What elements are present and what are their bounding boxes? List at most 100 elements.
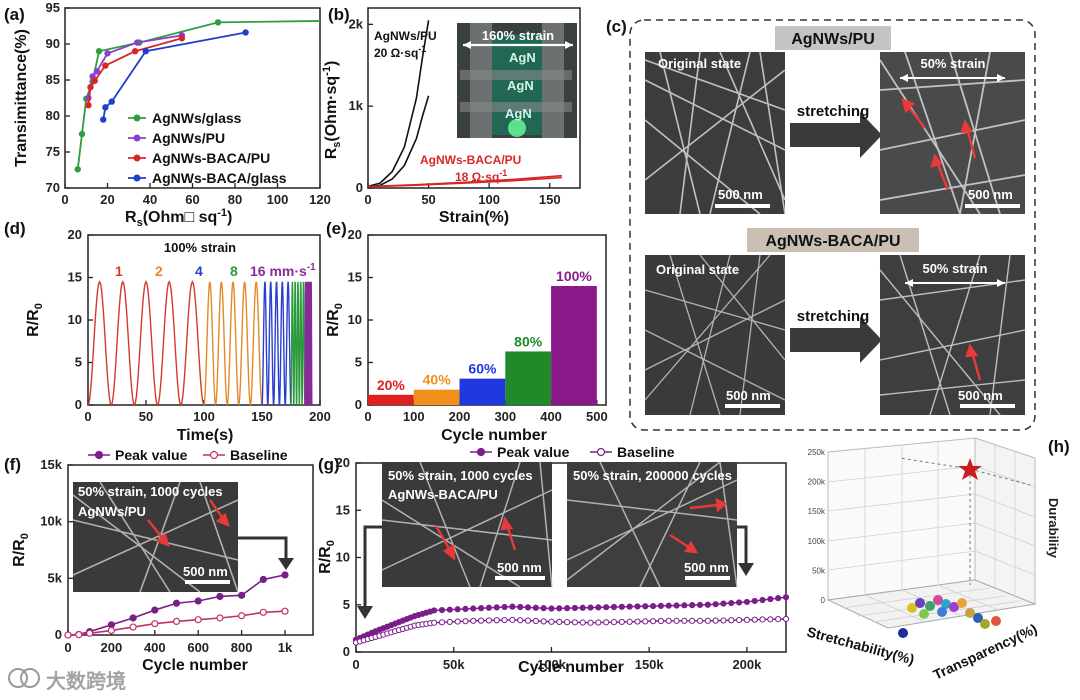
legend-swatch-marker xyxy=(476,447,486,457)
data-point xyxy=(524,617,532,624)
y-tick-label: 5 xyxy=(343,597,350,612)
x-tick-label: 100 xyxy=(403,409,425,424)
y-tick-label: 0 xyxy=(55,627,62,642)
star-marker xyxy=(958,458,982,480)
watermark-logo-icon xyxy=(8,668,28,688)
data-point xyxy=(649,602,657,610)
data-point xyxy=(431,607,438,614)
svg-text:50% strain, 1000 cycles: 50% strain, 1000 cycles xyxy=(388,468,533,483)
panel-d-label: (d) xyxy=(4,219,26,238)
data-point xyxy=(134,39,141,46)
data-point xyxy=(446,606,453,613)
watermark: 大数跨境 xyxy=(8,668,126,693)
svg-text:500 nm: 500 nm xyxy=(958,388,1003,403)
x-tick-label: 120 xyxy=(309,192,331,207)
svg-text:500 nm: 500 nm xyxy=(718,187,763,202)
y-tick-label: 10 xyxy=(336,550,350,565)
data-point xyxy=(673,617,680,624)
data-point xyxy=(517,617,524,624)
panel-g-sem-inset-left: 50% strain, 1000 cycles AgNWs-BACA/PU 50… xyxy=(381,461,553,588)
panel-g-ylabel: R/R0 xyxy=(317,540,337,574)
x-tick-label: 100 xyxy=(193,409,215,424)
x-tick-label: 60 xyxy=(185,192,199,207)
data-point xyxy=(782,615,790,623)
x-tick-label: 800 xyxy=(231,640,253,655)
data-point xyxy=(74,166,81,173)
photo-strain-label: 160% strain xyxy=(482,28,554,43)
data-point xyxy=(194,597,202,605)
legend-entry: Baseline xyxy=(230,447,288,463)
panel-c-top-title-bg xyxy=(775,26,891,50)
data-point xyxy=(681,617,688,624)
data-point xyxy=(462,605,469,613)
svg-text:stretching: stretching xyxy=(797,308,870,325)
legend-swatch-marker xyxy=(133,134,141,142)
data-point xyxy=(642,603,649,610)
panel-d-axes-frame xyxy=(87,234,321,406)
panel-b-resistance-strain-chart: (b) 0 50 100 150 0 1k 2k AgN AgN AgN 160% stra… xyxy=(321,5,581,226)
data-point xyxy=(216,614,224,622)
panel-b-pu-name: AgNWs/PU xyxy=(374,29,437,43)
x-tick-label: 150k xyxy=(635,657,665,672)
led-glow xyxy=(508,119,526,137)
legend-entry: AgNWs-BACA/glass xyxy=(152,170,287,186)
data-point xyxy=(102,62,109,69)
legend-entry: AgNWs/glass xyxy=(152,110,242,126)
data-point xyxy=(87,84,94,91)
x-tick-label: 400 xyxy=(144,640,166,655)
data-point xyxy=(704,601,711,608)
x-tick-label: 50 xyxy=(139,409,153,424)
panel-g-label: (g) xyxy=(318,455,340,474)
x-tick-label: 50 xyxy=(421,192,435,207)
z-tick-label: 150k xyxy=(808,507,826,516)
data-point xyxy=(259,575,267,584)
data-point xyxy=(626,603,633,610)
speed-label: 1 xyxy=(115,263,123,279)
data-point xyxy=(704,617,711,624)
y-tick-label: 75 xyxy=(46,144,60,159)
data-point xyxy=(238,612,246,620)
x-tick-label: 0 xyxy=(364,409,371,424)
legend-entry: Peak value xyxy=(497,444,570,460)
panel-b-photo-inset: AgN AgN AgN 160% strain xyxy=(457,23,577,138)
x-tick-label: 100 xyxy=(478,192,500,207)
data-point xyxy=(728,599,735,607)
y-tick-label: 15 xyxy=(336,502,350,517)
sem-bottom-stretched: 50% strain 500 nm xyxy=(879,254,1026,416)
svg-text:500 nm: 500 nm xyxy=(684,560,729,575)
series-loading-AgNWs/PU xyxy=(367,20,430,188)
panel-c-bottom-title: AgNWs-BACA/PU xyxy=(765,233,900,250)
bar-20% xyxy=(368,394,414,405)
watermark-text: 大数跨境 xyxy=(46,669,126,693)
x-tick-label: 0 xyxy=(64,640,71,655)
panel-h-zlabel: Durability xyxy=(1046,498,1061,559)
data-point xyxy=(587,604,594,611)
panel-g-xlabel: Cycle number xyxy=(518,659,624,676)
y-tick-label: 80 xyxy=(46,108,60,123)
data-point xyxy=(743,598,751,606)
x-tick-label: 300 xyxy=(494,409,516,424)
data-point xyxy=(501,603,508,611)
speed-series-8 xyxy=(290,281,306,406)
panel-b-ylabel: Rs(Ohm·sq-1) xyxy=(321,61,343,160)
z-tick-label: 100k xyxy=(808,537,826,546)
data-point xyxy=(102,104,109,111)
data-point xyxy=(657,617,665,625)
legend-entry: AgNWs/PU xyxy=(152,130,225,146)
x-tick-label: 150 xyxy=(539,192,561,207)
data-point xyxy=(681,602,688,609)
data-point xyxy=(129,614,137,622)
x-tick-label: 600 xyxy=(187,640,209,655)
legend-swatch-marker xyxy=(133,154,141,162)
x-tick-label: 40 xyxy=(143,192,157,207)
data-point xyxy=(108,98,115,105)
data-point xyxy=(735,599,743,606)
y-tick-label: 10 xyxy=(68,312,82,327)
data-point xyxy=(107,626,116,635)
data-point xyxy=(665,602,672,609)
data-point xyxy=(100,116,107,123)
panel-a-transmittance-chart: (a) 0 20 40 60 80 100 120 70 75 80 85 90 95 AgNWs/gl… xyxy=(4,0,331,229)
data-point xyxy=(540,618,547,625)
data-point xyxy=(759,616,766,623)
